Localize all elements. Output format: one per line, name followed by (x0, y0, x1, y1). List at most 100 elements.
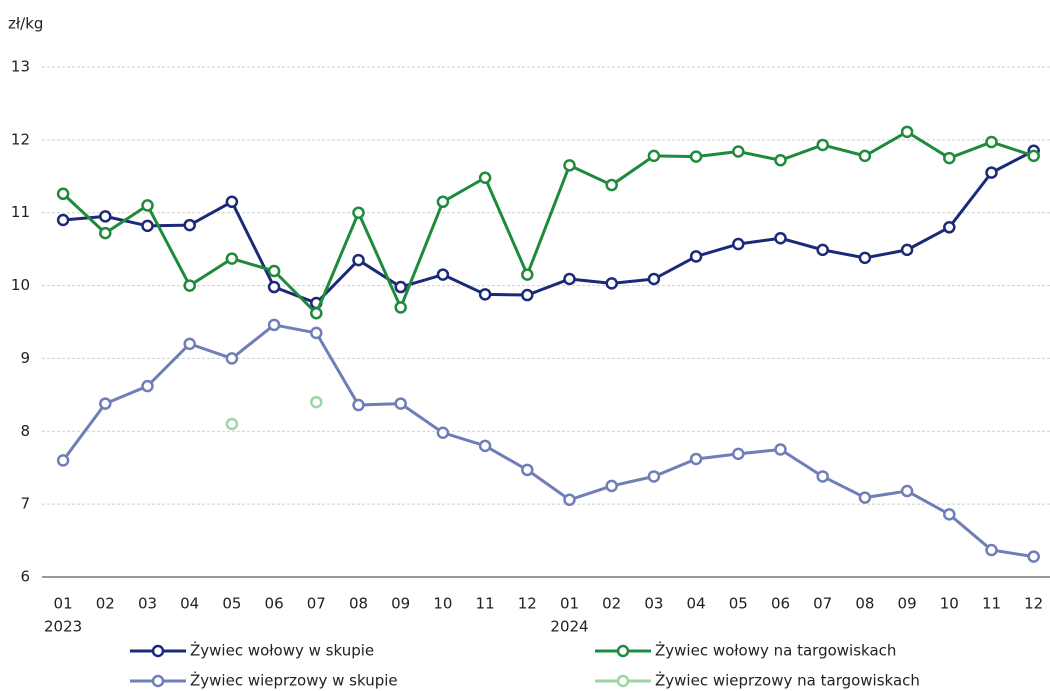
marker (816, 470, 829, 483)
marker (774, 443, 787, 456)
x-tick-label: 12 (1024, 595, 1043, 613)
legend-marker (616, 644, 630, 658)
marker (563, 159, 576, 172)
marker (225, 417, 239, 431)
marker (605, 277, 618, 290)
x-tick-label: 06 (771, 595, 790, 613)
x-tick-label: 06 (265, 595, 284, 613)
x-tick-label: 07 (813, 595, 832, 613)
marker (141, 199, 154, 212)
marker (310, 326, 323, 340)
marker (647, 470, 661, 483)
x-tick-label: 10 (433, 595, 452, 613)
x-tick-label: 08 (855, 595, 874, 613)
y-tick-label: 10 (11, 276, 30, 294)
marker (563, 493, 576, 507)
x-tick-label: 09 (391, 595, 410, 613)
marker (985, 166, 998, 179)
x-tick-label: 02 (96, 595, 115, 613)
marker (183, 218, 196, 232)
marker (521, 268, 534, 281)
y-tick-label: 6 (20, 568, 30, 586)
marker (858, 149, 872, 163)
marker (647, 149, 661, 163)
marker (647, 272, 661, 286)
marker (225, 252, 239, 265)
marker (985, 543, 998, 557)
marker (774, 154, 787, 167)
marker (56, 187, 70, 201)
marker (56, 213, 70, 227)
marker (183, 279, 196, 292)
marker (858, 251, 872, 265)
marker (436, 195, 450, 209)
marker (394, 301, 407, 314)
marker (689, 150, 703, 163)
marker (605, 479, 618, 493)
marker (310, 307, 323, 320)
marker (99, 226, 112, 240)
marker (478, 171, 492, 184)
legend-label: Żywiec wieprzowy na targowiskach (655, 671, 920, 690)
legend-label: Żywiec wołowy w skupie (190, 641, 374, 660)
x-tick-label: 12 (518, 595, 537, 613)
x-tick-label: 11 (982, 595, 1001, 613)
marker (267, 264, 281, 278)
marker (816, 243, 829, 257)
marker (732, 237, 745, 251)
x-tick-label: 01 (560, 595, 579, 613)
marker (521, 288, 534, 302)
x-tick-label: 07 (307, 595, 326, 613)
marker (478, 288, 492, 301)
marker (267, 280, 281, 294)
marker (605, 178, 618, 192)
marker (943, 508, 956, 521)
marker (563, 272, 576, 286)
marker (99, 397, 112, 410)
marker (56, 454, 70, 467)
series-line (62, 149, 1035, 305)
marker (816, 138, 829, 152)
y-tick-label: 12 (11, 130, 30, 148)
marker (478, 439, 492, 453)
x-tick-label: 03 (138, 595, 157, 613)
marker (436, 268, 450, 281)
marker (267, 318, 281, 332)
x-tick-label: 02 (602, 595, 621, 613)
marker (900, 125, 914, 139)
legend-marker (616, 674, 630, 688)
x-tick-label: 08 (349, 595, 368, 613)
legend-marker (151, 644, 165, 658)
series-line (61, 323, 1034, 559)
x-tick-label: 11 (476, 595, 495, 613)
marker (394, 280, 407, 294)
y-tick-label: 11 (11, 203, 30, 221)
marker (900, 484, 914, 498)
marker (352, 398, 365, 412)
marker (1027, 149, 1040, 163)
marker (1027, 550, 1040, 563)
x-tick-label: 03 (644, 595, 663, 613)
marker (394, 397, 407, 410)
y-tick-label: 7 (20, 495, 30, 513)
series-line (62, 130, 1035, 315)
marker (141, 219, 154, 233)
marker (352, 206, 365, 219)
y-axis-label: zł/kg (8, 15, 43, 33)
marker (689, 250, 703, 263)
marker (141, 379, 154, 393)
marker (774, 231, 787, 245)
marker (436, 426, 450, 439)
marker (352, 253, 365, 267)
marker (985, 135, 998, 149)
legend-label: Żywiec wieprzowy w skupie (190, 671, 398, 690)
marker (225, 352, 239, 365)
y-tick-label: 13 (11, 58, 30, 76)
x-tick-label: 01 (54, 595, 73, 613)
marker (225, 195, 239, 209)
marker (521, 463, 534, 477)
x-tick-label: 09 (898, 595, 917, 613)
marker (183, 337, 196, 351)
marker (99, 210, 112, 223)
